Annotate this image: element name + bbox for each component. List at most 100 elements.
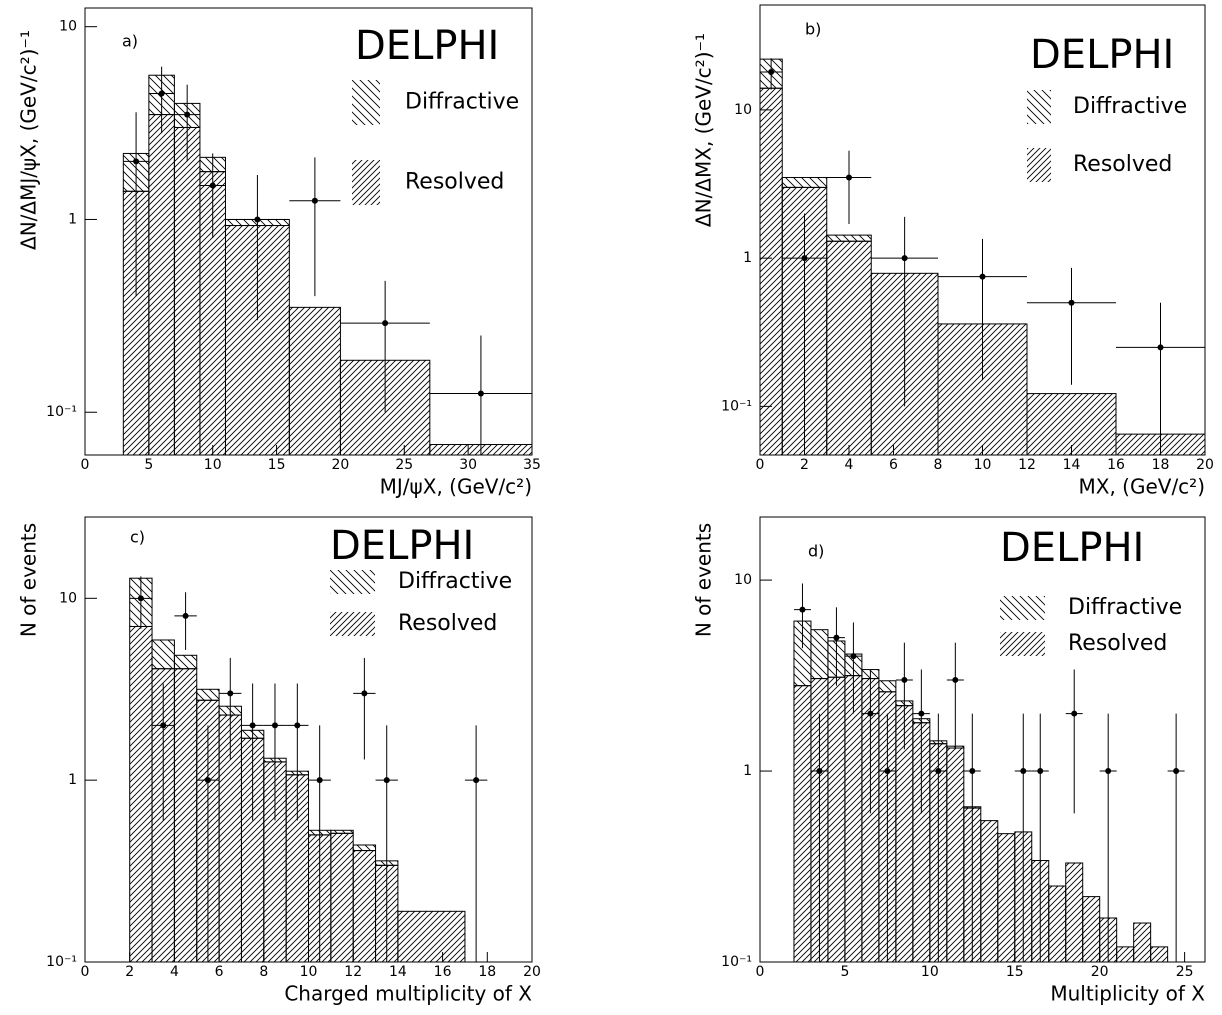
x-tick-label: 12 [1018, 457, 1036, 473]
x-tick-label: 16 [1107, 457, 1125, 473]
data-point [133, 158, 140, 165]
y-tick-label: 10⁻¹ [46, 954, 77, 970]
legend-label: Resolved [1068, 631, 1167, 656]
x-tick-label: 35 [523, 457, 541, 473]
data-point [204, 777, 211, 784]
hist-bar [997, 833, 1016, 962]
data-point [182, 612, 189, 619]
y-axis-label: ΔN/ΔMJ/ψX, (GeV/c²)⁻¹ [17, 30, 41, 250]
x-tick-label: 15 [1006, 964, 1024, 980]
hist-bar [980, 820, 999, 962]
x-axis-label: MX, (GeV/c²) [1078, 475, 1205, 499]
legend-swatch [1000, 596, 1045, 620]
x-tick-label: 4 [845, 457, 854, 473]
x-tick-label: 25 [1176, 964, 1194, 980]
data-point [969, 768, 976, 775]
data-point [1020, 768, 1027, 775]
hist-bar [946, 747, 965, 962]
x-tick-label: 0 [756, 964, 765, 980]
legend-swatch [330, 612, 375, 636]
y-tick-label: 10 [734, 102, 752, 118]
legend-swatch [1027, 148, 1051, 182]
x-tick-label: 5 [144, 457, 153, 473]
legend-swatch [352, 160, 380, 205]
x-axis-label: MJ/ψX, (GeV/c²) [380, 475, 532, 499]
legend-label: Resolved [398, 611, 497, 636]
x-tick-label: 10 [974, 457, 992, 473]
y-tick-label: 10⁻¹ [721, 954, 752, 970]
data-point [1157, 344, 1164, 351]
data-point [477, 390, 484, 397]
panel-label: b) [805, 20, 821, 39]
legend-swatch [352, 80, 380, 125]
plot-area [129, 576, 488, 962]
experiment-label: DELPHI [1000, 525, 1144, 571]
data-point [1037, 768, 1044, 775]
panel-label: d) [808, 542, 824, 561]
panel: 0 2 4 6 8 10 12 14 16 18 20 10⁻¹ 1 10 Charged multipli… [17, 516, 541, 1006]
x-tick-label: 0 [81, 457, 90, 473]
experiment-label: DELPHI [355, 23, 499, 69]
data-point [382, 320, 389, 327]
hist-bar [760, 87, 783, 455]
legend-label: Diffractive [405, 90, 519, 115]
plot-frame [84, 7, 533, 456]
panel: 0 5 10 15 20 25 10⁻¹ 1 10 Multiplicity of X N of e… [692, 516, 1206, 1006]
data-point [918, 710, 925, 717]
data-point [846, 174, 852, 181]
x-tick-label: 18 [478, 964, 496, 980]
data-point [901, 676, 908, 683]
hist-bar [1116, 946, 1135, 962]
data-point [383, 777, 390, 784]
data-point [867, 710, 874, 717]
panel: 0 2 4 6 8 10 12 14 16 18 20 10⁻¹ 1 10 MX, (GeV/c²) ΔN/Δ… [692, 4, 1214, 499]
legend-label: Diffractive [1068, 595, 1182, 620]
x-tick-label: 8 [259, 964, 268, 980]
experiment-label: DELPHI [330, 523, 474, 569]
data-point [271, 722, 278, 729]
data-point [816, 768, 823, 775]
data-point [209, 182, 216, 189]
x-tick-label: 8 [934, 457, 943, 473]
hist-bar [173, 668, 198, 962]
x-tick-label: 2 [800, 457, 809, 473]
x-tick-label: 14 [389, 964, 407, 980]
legend-label: Diffractive [398, 569, 512, 594]
y-tick-label: 10 [734, 572, 752, 588]
hist-bar [1150, 946, 1169, 962]
y-axis-label: ΔN/ΔMX, (GeV/c²)⁻¹ [692, 33, 716, 227]
hist-bar [810, 629, 829, 680]
data-point [799, 606, 806, 613]
legend-label: Resolved [405, 170, 504, 195]
data-point [884, 768, 891, 775]
data-point [137, 595, 144, 602]
plot-area [122, 66, 532, 455]
y-tick-label: 1 [743, 763, 752, 779]
data-point [361, 690, 368, 697]
y-tick-label: 10⁻¹ [46, 404, 77, 420]
legend-swatch [1000, 632, 1045, 656]
x-tick-label: 30 [459, 457, 477, 473]
x-tick-label: 6 [889, 457, 898, 473]
x-tick-label: 10 [300, 964, 318, 980]
data-point [833, 634, 840, 641]
data-point [1173, 768, 1180, 775]
hist-bar [781, 176, 828, 188]
data-point [768, 69, 775, 76]
data-point [979, 273, 986, 280]
plot-area [793, 583, 1185, 962]
legend-swatch [1027, 90, 1051, 124]
x-tick-label: 10 [204, 457, 222, 473]
data-point [254, 216, 261, 223]
data-point [249, 722, 256, 729]
hist-bar [330, 829, 354, 834]
data-point [160, 722, 167, 729]
data-point [294, 722, 301, 729]
x-tick-label: 20 [1091, 964, 1109, 980]
hist-bar [826, 234, 872, 242]
y-tick-label: 10⁻¹ [721, 398, 752, 414]
x-tick-label: 20 [332, 457, 350, 473]
hist-bar [196, 688, 220, 701]
hist-bar [1082, 896, 1101, 962]
